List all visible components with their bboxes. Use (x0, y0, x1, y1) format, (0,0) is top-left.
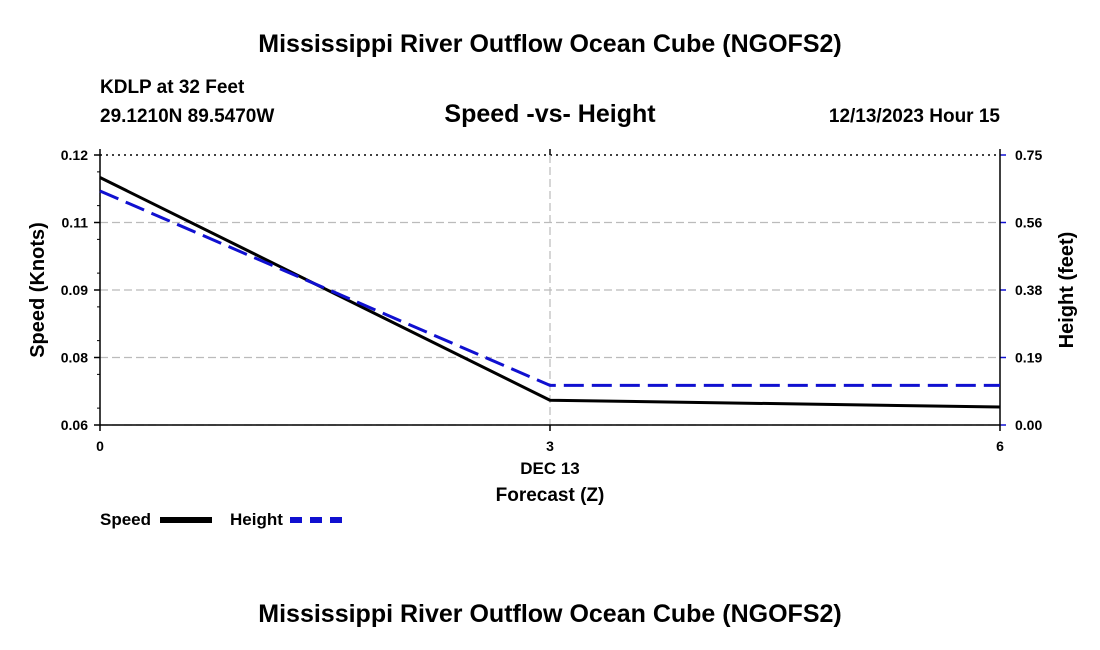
legend-swatch-speed (160, 517, 212, 523)
axes-layer (94, 149, 1006, 431)
footer-title: Mississippi River Outflow Ocean Cube (NG… (258, 600, 842, 628)
station-coords: 29.1210N 89.5470W (100, 106, 275, 127)
x-date-label: DEC 13 (520, 459, 580, 478)
legend-label-speed: Speed (100, 510, 152, 529)
page-title: Mississippi River Outflow Ocean Cube (NG… (258, 30, 842, 58)
y-tick-left-label: 0.12 (61, 147, 88, 163)
y-tick-right-label: 0.38 (1015, 282, 1042, 298)
forecast-datetime: 12/13/2023 Hour 15 (828, 106, 1000, 127)
chart-title: Speed -vs- Height (444, 100, 656, 128)
y-tick-left-label: 0.08 (61, 350, 88, 366)
y-axis-right-title: Height (feet) (1056, 232, 1078, 349)
y-tick-right-label: 0.19 (1015, 350, 1042, 366)
grid-layer (100, 154, 1000, 426)
labels-layer: 0.12 0.75 0.11 0.56 0.09 0.38 0.08 0.19 0.06 0.00… (27, 147, 1078, 506)
series-line-speed (99, 176, 1001, 409)
series-layer (99, 176, 1001, 409)
y-tick-left-label: 0.11 (62, 215, 89, 231)
x-tick-label: 0 (96, 438, 104, 454)
x-axis-title: Forecast (Z) (496, 485, 605, 506)
x-tick-label: 3 (546, 438, 554, 454)
x-tick-label: 6 (996, 438, 1004, 454)
y-tick-right-label: 0.56 (1015, 215, 1042, 231)
y-tick-right-label: 0.00 (1015, 417, 1042, 433)
y-axis-left-title: Speed (Knots) (27, 222, 49, 358)
legend-label-height: Height (230, 510, 283, 529)
y-tick-left-label: 0.09 (61, 282, 88, 298)
legend-swatch-height (290, 517, 342, 523)
station-name: KDLP at 32 Feet (100, 77, 245, 98)
series-line-height (99, 189, 1000, 387)
y-tick-right-label: 0.75 (1015, 147, 1042, 163)
y-tick-left-label: 0.06 (61, 417, 88, 433)
